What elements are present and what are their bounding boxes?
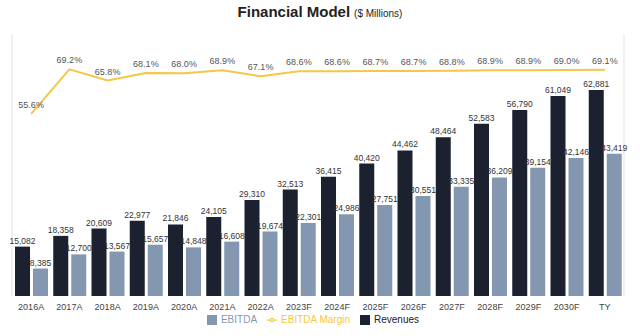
svg-text:30,551: 30,551: [410, 185, 436, 195]
svg-text:13,567: 13,567: [104, 241, 130, 251]
svg-text:24,986: 24,986: [334, 203, 360, 213]
svg-text:2028F: 2028F: [477, 302, 503, 312]
svg-text:65.8%: 65.8%: [95, 67, 121, 77]
svg-text:48,464: 48,464: [430, 126, 456, 136]
html-text:Financial Model ($ Millions): Financial Model ($ Millions): [237, 3, 403, 20]
svg-text:42,146: 42,146: [563, 147, 589, 157]
svg-text:20,609: 20,609: [86, 218, 112, 228]
svg-text:68.9%: 68.9%: [477, 56, 503, 66]
svg-text:2021A: 2021A: [209, 302, 235, 312]
svg-text:68.6%: 68.6%: [324, 57, 350, 67]
svg-text:29,310: 29,310: [239, 189, 265, 199]
svg-text:2018A: 2018A: [95, 302, 121, 312]
svg-text:39,154: 39,154: [525, 157, 551, 167]
svg-text:68.7%: 68.7%: [401, 57, 427, 67]
html-text:EBITDA Margin: EBITDA Margin: [281, 314, 350, 325]
html-text:EBITDA: EBITDA: [221, 314, 258, 325]
svg-text:68.8%: 68.8%: [439, 57, 465, 67]
svg-text:2027F: 2027F: [439, 302, 465, 312]
svg-text:27,751: 27,751: [372, 194, 398, 204]
svg-text:62,881: 62,881: [583, 79, 609, 89]
svg-text:68.1%: 68.1%: [133, 59, 159, 69]
svg-text:69.0%: 69.0%: [554, 56, 580, 66]
svg-text:2022A: 2022A: [248, 302, 274, 312]
svg-text:33,335: 33,335: [448, 176, 474, 186]
svg-text:14,848: 14,848: [181, 236, 207, 246]
svg-text:69.2%: 69.2%: [57, 55, 83, 65]
svg-text:2019A: 2019A: [133, 302, 159, 312]
svg-text:36,415: 36,415: [316, 166, 342, 176]
svg-text:68.9%: 68.9%: [516, 56, 542, 66]
svg-text:52,583: 52,583: [469, 113, 495, 123]
svg-text:36,209: 36,209: [487, 166, 513, 176]
svg-text:2020A: 2020A: [171, 302, 197, 312]
svg-text:43,419: 43,419: [601, 143, 627, 153]
svg-text:55.6%: 55.6%: [18, 100, 44, 110]
svg-text:24,105: 24,105: [201, 206, 227, 216]
svg-text:15,082: 15,082: [10, 236, 36, 246]
svg-text:61,049: 61,049: [545, 85, 571, 95]
svg-text:2030F: 2030F: [554, 302, 580, 312]
svg-text:44,462: 44,462: [392, 139, 418, 149]
svg-text:TY: TY: [599, 302, 611, 312]
svg-text:2017A: 2017A: [56, 302, 82, 312]
svg-text:16,608: 16,608: [219, 231, 245, 241]
svg-text:2029F: 2029F: [516, 302, 542, 312]
svg-text:2016A: 2016A: [18, 302, 44, 312]
svg-text:18,358: 18,358: [48, 225, 74, 235]
svg-text:68.7%: 68.7%: [363, 57, 389, 67]
svg-text:68.9%: 68.9%: [210, 56, 236, 66]
svg-text:21,846: 21,846: [163, 213, 189, 223]
svg-text:15,657: 15,657: [142, 234, 168, 244]
svg-text:8,385: 8,385: [30, 258, 52, 268]
svg-text:19,674: 19,674: [257, 221, 283, 231]
svg-text:32,513: 32,513: [277, 179, 303, 189]
svg-text:56,790: 56,790: [507, 99, 533, 109]
svg-text:2024F: 2024F: [324, 302, 350, 312]
svg-text:40,420: 40,420: [354, 153, 380, 163]
svg-text:22,301: 22,301: [295, 212, 321, 222]
svg-text:2023F: 2023F: [286, 302, 312, 312]
svg-text:2026F: 2026F: [401, 302, 427, 312]
svg-text:12,700: 12,700: [66, 243, 92, 253]
svg-text:67.1%: 67.1%: [248, 62, 274, 72]
svg-text:22,977: 22,977: [124, 210, 150, 220]
svg-text:68.6%: 68.6%: [286, 57, 312, 67]
html-text:Revenues: Revenues: [374, 314, 419, 325]
svg-text:2025F: 2025F: [363, 302, 389, 312]
svg-text:68.0%: 68.0%: [171, 59, 197, 69]
svg-text:69.1%: 69.1%: [592, 56, 618, 66]
